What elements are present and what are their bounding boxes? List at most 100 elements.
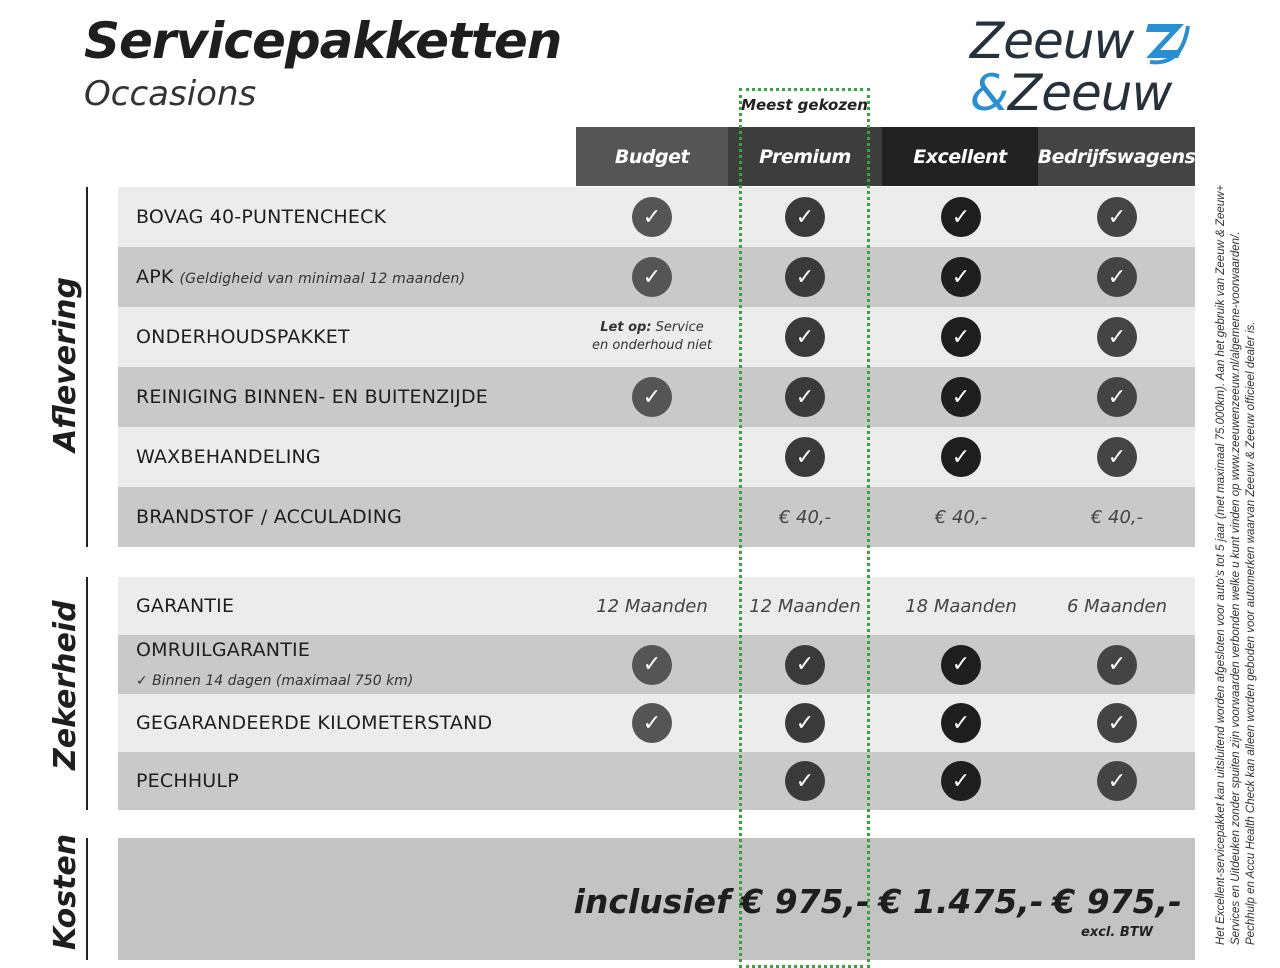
cell-excellent: ✓ — [901, 703, 1021, 743]
row-label-text: OMRUILGARANTIE — [136, 639, 311, 661]
cell-excellent: ✓ — [901, 761, 1021, 801]
disclaimer-line: Het Excellent-servicepakket kan uitsluit… — [1215, 184, 1227, 945]
row-label-text: BRANDSTOF / ACCULADING — [136, 506, 403, 528]
price-bedrijfswagens: € 975,- — [1052, 882, 1182, 921]
row-sublabel: (Geldigheid van minimaal 12 maanden) — [179, 271, 466, 287]
check-icon: ✓ — [941, 761, 981, 801]
check-icon: ✓ — [785, 317, 825, 357]
row-label: PECHHULP — [136, 770, 239, 792]
cell-budget: ✓ — [592, 644, 712, 685]
cell-excellent: € 40,- — [934, 506, 988, 528]
check-icon: ✓ — [1097, 197, 1137, 237]
check-icon: ✓ — [785, 197, 825, 237]
cell-bedrijfswagens: ✓ — [1057, 197, 1177, 237]
cell-excellent: ✓ — [901, 197, 1021, 237]
check-icon: ✓ — [941, 703, 981, 743]
check-icon: ✓ — [785, 761, 825, 801]
column-header-bedrijfswagens: Bedrijfswagens — [1038, 127, 1196, 186]
logo-line2-text: Zeeuw — [1008, 64, 1172, 122]
disclaimer: Het Excellent-servicepakket kan uitsluit… — [1214, 185, 1259, 945]
note-text: Service en onderhoud niet — [592, 320, 712, 353]
row-label-text: GARANTIE — [136, 595, 235, 617]
cell-budget: Let op: Service en onderhoud niet — [592, 319, 712, 355]
check-icon: ✓ — [785, 644, 825, 685]
cell-note: Let op: Service en onderhoud niet — [592, 319, 712, 355]
check-icon: ✓ — [1097, 377, 1137, 417]
cell-excellent: ✓ — [901, 257, 1021, 297]
check-icon: ✓ — [632, 197, 672, 237]
section-divider — [86, 187, 88, 547]
note-bold: Let op: — [600, 320, 652, 335]
cell-excellent: ✓ — [901, 317, 1021, 357]
row-label-text: APK — [136, 266, 174, 288]
cell-budget: ✓ — [592, 257, 712, 297]
check-icon: ✓ — [785, 437, 825, 477]
disclaimer-line: Services en Uitdeuken zonder spuiten zij… — [1230, 231, 1242, 945]
cell-budget: ✓ — [592, 377, 712, 417]
row-label: GARANTIE — [136, 595, 234, 617]
cell-premium: ✓ — [745, 317, 865, 357]
cell-premium: ✓ — [745, 437, 865, 477]
cell-bedrijfswagens: ✓ — [1057, 761, 1177, 801]
check-icon: ✓ — [785, 257, 825, 297]
logo-ampersand: & — [970, 64, 1009, 122]
row-label: REINIGING BINNEN- EN BUITENZIJDE — [136, 386, 488, 408]
section-divider — [86, 577, 88, 810]
check-icon: ✓ — [1097, 644, 1137, 685]
disclaimer-line: Pechhulp en Accu Health Check kan alleen… — [1245, 321, 1257, 946]
page-subtitle: Occasions — [84, 74, 257, 114]
check-icon: ✓ — [1097, 257, 1137, 297]
row-label-text: GEGARANDEERDE KILOMETERSTAND — [136, 712, 493, 734]
cell-excellent: 18 Maanden — [905, 595, 1017, 617]
price-budget: inclusief — [573, 882, 731, 921]
cell-excellent: ✓ — [901, 437, 1021, 477]
check-icon: ✓ — [1097, 703, 1137, 743]
price-note: excl. BTW — [1081, 925, 1153, 940]
row-label-text: PECHHULP — [136, 770, 239, 792]
most-chosen-label: Meest gekozen — [741, 96, 868, 114]
check-icon: ✓ — [941, 317, 981, 357]
table-row: APK (Geldigheid van minimaal 12 maanden) ✓… — [118, 247, 1195, 307]
cell-bedrijfswagens: ✓ — [1057, 377, 1177, 417]
table-row: ONDERHOUDSPAKKET Let op: Service en onder… — [118, 307, 1195, 367]
cell-bedrijfswagens: 6 Maanden — [1066, 595, 1168, 617]
cell-premium: ✓ — [745, 761, 865, 801]
check-icon: ✓ — [1097, 761, 1137, 801]
check-icon: ✓ — [632, 377, 672, 417]
cell-bedrijfswagens: € 40,- — [1090, 506, 1144, 528]
row-note: ✓ Binnen 14 dagen (maximaal 750 km) — [136, 673, 414, 689]
section-label-zekerheid: Zekerheid — [48, 600, 83, 770]
cell-premium: ✓ — [745, 644, 865, 685]
table-row: BOVAG 40-PUNTENCHECK ✓ ✓ ✓ ✓ — [118, 187, 1195, 247]
cost-row: inclusief € 975,- € 1.475,- € 975,- — [118, 838, 1195, 960]
check-icon: ✓ — [941, 437, 981, 477]
check-icon: ✓ — [941, 197, 981, 237]
price-premium: € 975,- — [740, 882, 870, 921]
check-icon: ✓ — [632, 257, 672, 297]
row-label: ONDERHOUDSPAKKET — [136, 326, 350, 348]
table-row: PECHHULP ✓ ✓ ✓ — [118, 752, 1195, 810]
logo-line2: &Zeeuw — [970, 64, 1172, 122]
section-label-kosten: Kosten — [48, 833, 83, 950]
section-divider — [86, 838, 88, 960]
cell-budget: 12 Maanden — [596, 595, 708, 617]
check-icon: ✓ — [632, 644, 672, 685]
cell-premium: € 40,- — [778, 506, 832, 528]
cell-budget: ✓ — [592, 197, 712, 237]
row-label-text: BOVAG 40-PUNTENCHECK — [136, 206, 387, 228]
check-icon: ✓ — [1097, 437, 1137, 477]
table-row: GARANTIE 12 Maanden 12 Maanden 18 Maanden 6 … — [118, 577, 1195, 635]
table-row: GEGARANDEERDE KILOMETERSTAND ✓ ✓ ✓ ✓ — [118, 694, 1195, 752]
page-title: Servicepakketten — [84, 12, 562, 70]
cell-bedrijfswagens: ✓ — [1057, 317, 1177, 357]
cell-premium: ✓ — [745, 703, 865, 743]
check-icon: ✓ — [632, 703, 672, 743]
table-row: REINIGING BINNEN- EN BUITENZIJDE ✓ ✓ ✓ ✓ — [118, 367, 1195, 427]
check-icon: ✓ — [785, 703, 825, 743]
cell-premium: ✓ — [745, 377, 865, 417]
cell-premium: ✓ — [745, 197, 865, 237]
row-label-text: ONDERHOUDSPAKKET — [136, 326, 350, 348]
table-row: OMRUILGARANTIE ✓ Binnen 14 dagen (maximaa… — [118, 635, 1195, 694]
cell-bedrijfswagens: ✓ — [1057, 644, 1177, 685]
check-icon: ✓ — [941, 377, 981, 417]
